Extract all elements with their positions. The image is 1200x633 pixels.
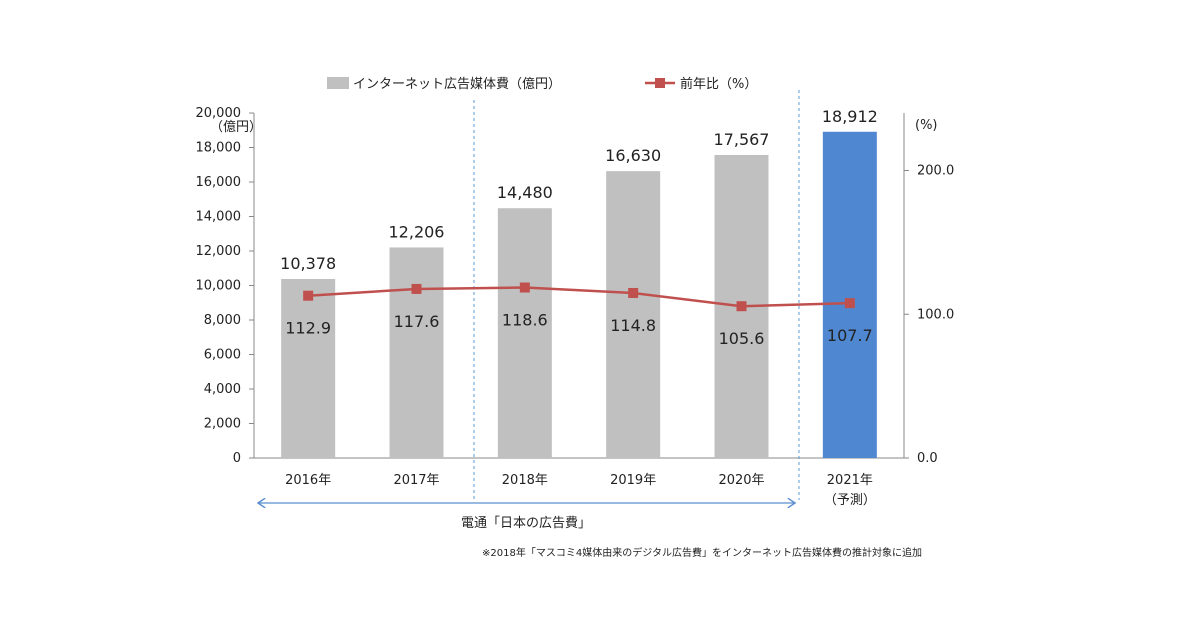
y-right-tick-label: 100.0: [917, 307, 954, 322]
y-right-tick-label: 0.0: [917, 451, 938, 466]
legend: インターネット広告媒体費（億円） 前年比（%）: [327, 76, 757, 92]
legend-line-marker: [655, 78, 665, 88]
bar-series: 10,378 12,206 14,480 16,630 17,567 18,912: [280, 107, 878, 459]
bar-2016年: [281, 278, 336, 458]
line-point: [844, 298, 855, 309]
footnote: ※2018年「マスコミ4媒体由来のデジタル広告費」をインターネット広告媒体費の推…: [482, 546, 922, 559]
x-tick-label: 2018年: [502, 473, 548, 488]
line-value-label: 107.7: [827, 326, 873, 345]
y-left-tick-label: 14,000: [196, 210, 242, 225]
bracket-label: 電通「日本の広告費」: [461, 516, 591, 531]
y-right-unit-label: (%): [915, 118, 938, 133]
line-value-label: 117.6: [394, 312, 440, 331]
y-left-tick-label: 8,000: [204, 313, 241, 328]
bar-2019年: [606, 171, 661, 458]
line-point: [628, 287, 639, 298]
y-left-tick-label: 10,000: [196, 279, 242, 294]
legend-bar-swatch: [327, 77, 349, 89]
line-point: [411, 283, 422, 294]
x-tick-label: 2020年: [718, 473, 764, 488]
y-left-tick-label: 2,000: [204, 417, 241, 432]
line-value-label: 118.6: [502, 311, 548, 330]
legend-bar-label: インターネット広告媒体費（億円）: [353, 76, 561, 92]
bar-value-label: 10,378: [280, 254, 336, 273]
y-left-tick-label: 6,000: [204, 348, 241, 363]
y-left-ticks: 0 2,000 4,000 6,000 8,000 10,000 12,000 14,000 1…: [196, 106, 254, 466]
line-value-label: 114.8: [610, 316, 656, 335]
bar-value-label: 16,630: [605, 146, 661, 165]
y-left-tick-label: 12,000: [196, 244, 242, 259]
line-series: 112.9 117.6 118.6 114.8 105.6 107.7: [285, 282, 873, 348]
y-left-tick-label: 18,000: [196, 141, 242, 156]
x-tick-label: 2019年: [610, 473, 656, 488]
bar-2017年: [389, 247, 444, 458]
y-left-tick-label: 16,000: [196, 175, 242, 190]
legend-line-label: 前年比（%）: [680, 76, 757, 92]
bar-value-label: 12,206: [389, 222, 445, 241]
x-tick-label: 2016年: [285, 473, 331, 488]
line-value-label: 105.6: [719, 329, 765, 348]
y-left-tick-label: 20,000: [196, 106, 242, 121]
bar-value-label: 18,912: [822, 107, 878, 126]
line-value-label: 112.9: [285, 319, 331, 338]
x-tick-label: 2017年: [393, 473, 439, 488]
line-point: [303, 290, 314, 301]
line-point: [736, 301, 747, 312]
line-point: [519, 282, 530, 293]
x-tick-labels: 2016年 2017年 2018年 2019年 2020年 2021年 （予測）: [285, 473, 876, 508]
x-tick-sublabel: （予測）: [824, 493, 876, 508]
bar-value-label: 14,480: [497, 183, 553, 202]
bar-2021年: [822, 131, 877, 458]
bar-2018年: [497, 208, 552, 458]
y-right-tick-label: 200.0: [917, 164, 954, 179]
bar-value-label: 17,567: [714, 130, 770, 149]
y-right-ticks: 0.0 100.0 200.0: [904, 164, 954, 466]
line-path: [308, 286, 850, 308]
y-left-tick-label: 0: [233, 451, 241, 466]
y-left-unit-label: （億円）: [210, 119, 262, 135]
x-tick-label: 2021年: [827, 473, 873, 488]
y-left-tick-label: 4,000: [204, 382, 241, 397]
